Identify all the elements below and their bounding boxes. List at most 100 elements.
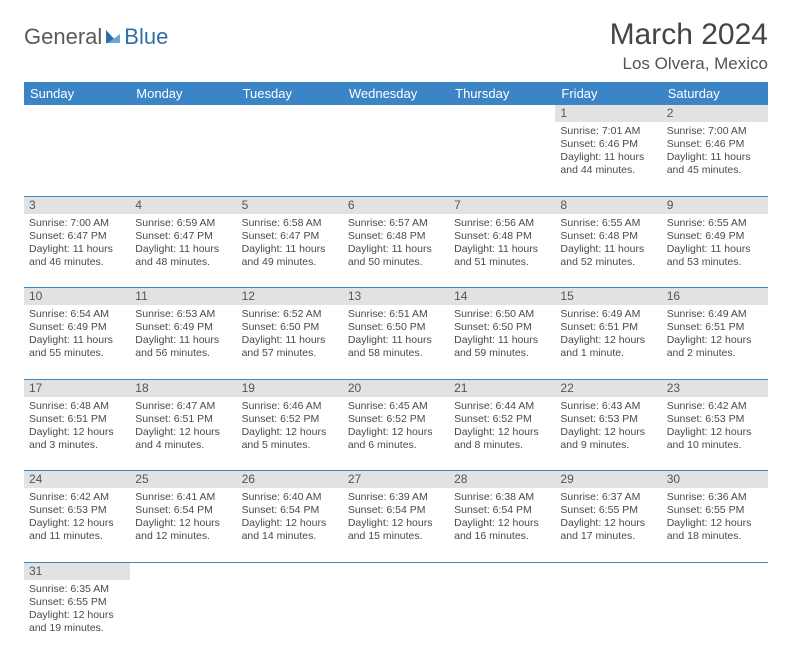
sunrise-line: Sunrise: 6:45 AM: [348, 400, 444, 413]
daylight-line: Daylight: 12 hours and 10 minutes.: [667, 426, 763, 452]
day-detail-row: Sunrise: 7:00 AMSunset: 6:47 PMDaylight:…: [24, 214, 768, 288]
sunset-line: Sunset: 6:55 PM: [29, 596, 125, 609]
sunset-line: Sunset: 6:47 PM: [29, 230, 125, 243]
weekday-header: Tuesday: [237, 82, 343, 105]
day-number-cell: [237, 105, 343, 122]
sunrise-line: Sunrise: 6:46 AM: [242, 400, 338, 413]
daylight-line: Daylight: 12 hours and 16 minutes.: [454, 517, 550, 543]
weekday-header: Sunday: [24, 82, 130, 105]
sunset-line: Sunset: 6:49 PM: [29, 321, 125, 334]
day-number-cell: [130, 562, 236, 580]
day-number-row: 10111213141516: [24, 288, 768, 306]
sunrise-line: Sunrise: 6:49 AM: [560, 308, 656, 321]
daylight-line: Daylight: 11 hours and 58 minutes.: [348, 334, 444, 360]
daylight-line: Daylight: 12 hours and 18 minutes.: [667, 517, 763, 543]
day-detail-cell: Sunrise: 6:42 AMSunset: 6:53 PMDaylight:…: [662, 397, 768, 471]
day-number-cell: 2: [662, 105, 768, 122]
logo-text-2: Blue: [124, 24, 168, 50]
daylight-line: Daylight: 11 hours and 48 minutes.: [135, 243, 231, 269]
day-detail-cell: Sunrise: 6:45 AMSunset: 6:52 PMDaylight:…: [343, 397, 449, 471]
sunrise-line: Sunrise: 6:39 AM: [348, 491, 444, 504]
day-number-cell: 21: [449, 379, 555, 397]
sunrise-line: Sunrise: 6:55 AM: [560, 217, 656, 230]
sunrise-line: Sunrise: 6:50 AM: [454, 308, 550, 321]
day-number-cell: 27: [343, 471, 449, 489]
day-detail-cell: Sunrise: 6:58 AMSunset: 6:47 PMDaylight:…: [237, 214, 343, 288]
sunset-line: Sunset: 6:51 PM: [135, 413, 231, 426]
sunrise-line: Sunrise: 6:38 AM: [454, 491, 550, 504]
daylight-line: Daylight: 12 hours and 4 minutes.: [135, 426, 231, 452]
daylight-line: Daylight: 12 hours and 5 minutes.: [242, 426, 338, 452]
daylight-line: Daylight: 11 hours and 46 minutes.: [29, 243, 125, 269]
day-detail-cell: Sunrise: 6:47 AMSunset: 6:51 PMDaylight:…: [130, 397, 236, 471]
day-number-cell: 20: [343, 379, 449, 397]
weekday-header: Thursday: [449, 82, 555, 105]
sunset-line: Sunset: 6:50 PM: [242, 321, 338, 334]
day-detail-cell: [555, 580, 661, 654]
day-number-cell: 14: [449, 288, 555, 306]
day-detail-cell: Sunrise: 6:49 AMSunset: 6:51 PMDaylight:…: [555, 305, 661, 379]
sunset-line: Sunset: 6:47 PM: [135, 230, 231, 243]
day-detail-cell: [130, 580, 236, 654]
day-detail-cell: [662, 580, 768, 654]
day-number-row: 12: [24, 105, 768, 122]
day-number-cell: [662, 562, 768, 580]
day-detail-cell: Sunrise: 6:38 AMSunset: 6:54 PMDaylight:…: [449, 488, 555, 562]
sunset-line: Sunset: 6:48 PM: [454, 230, 550, 243]
day-number-cell: 28: [449, 471, 555, 489]
day-number-cell: 5: [237, 196, 343, 214]
daylight-line: Daylight: 11 hours and 45 minutes.: [667, 151, 763, 177]
day-detail-cell: [237, 580, 343, 654]
day-number-cell: 26: [237, 471, 343, 489]
sunset-line: Sunset: 6:52 PM: [242, 413, 338, 426]
sunset-line: Sunset: 6:54 PM: [454, 504, 550, 517]
daylight-line: Daylight: 11 hours and 51 minutes.: [454, 243, 550, 269]
day-detail-cell: [130, 122, 236, 196]
sunset-line: Sunset: 6:55 PM: [667, 504, 763, 517]
daylight-line: Daylight: 11 hours and 56 minutes.: [135, 334, 231, 360]
daylight-line: Daylight: 12 hours and 6 minutes.: [348, 426, 444, 452]
sunset-line: Sunset: 6:54 PM: [348, 504, 444, 517]
day-detail-cell: Sunrise: 6:46 AMSunset: 6:52 PMDaylight:…: [237, 397, 343, 471]
sunset-line: Sunset: 6:53 PM: [560, 413, 656, 426]
daylight-line: Daylight: 12 hours and 14 minutes.: [242, 517, 338, 543]
day-number-cell: 7: [449, 196, 555, 214]
day-number-cell: 18: [130, 379, 236, 397]
day-detail-cell: [449, 122, 555, 196]
sunrise-line: Sunrise: 6:57 AM: [348, 217, 444, 230]
day-detail-cell: Sunrise: 6:55 AMSunset: 6:48 PMDaylight:…: [555, 214, 661, 288]
day-number-cell: 13: [343, 288, 449, 306]
daylight-line: Daylight: 12 hours and 19 minutes.: [29, 609, 125, 635]
day-number-cell: 16: [662, 288, 768, 306]
month-title: March 2024: [610, 18, 768, 52]
sunset-line: Sunset: 6:52 PM: [348, 413, 444, 426]
sunset-line: Sunset: 6:51 PM: [560, 321, 656, 334]
sunset-line: Sunset: 6:54 PM: [135, 504, 231, 517]
day-number-row: 24252627282930: [24, 471, 768, 489]
daylight-line: Daylight: 11 hours and 50 minutes.: [348, 243, 444, 269]
day-number-cell: 11: [130, 288, 236, 306]
day-number-cell: 9: [662, 196, 768, 214]
day-detail-cell: Sunrise: 7:00 AMSunset: 6:46 PMDaylight:…: [662, 122, 768, 196]
sunset-line: Sunset: 6:49 PM: [135, 321, 231, 334]
day-number-cell: [343, 562, 449, 580]
sunset-line: Sunset: 6:48 PM: [348, 230, 444, 243]
daylight-line: Daylight: 11 hours and 55 minutes.: [29, 334, 125, 360]
weekday-header: Wednesday: [343, 82, 449, 105]
sunset-line: Sunset: 6:49 PM: [667, 230, 763, 243]
weekday-header: Monday: [130, 82, 236, 105]
day-number-cell: 19: [237, 379, 343, 397]
sunset-line: Sunset: 6:46 PM: [560, 138, 656, 151]
sunrise-line: Sunrise: 6:40 AM: [242, 491, 338, 504]
day-detail-cell: [24, 122, 130, 196]
day-number-cell: 6: [343, 196, 449, 214]
day-detail-cell: [237, 122, 343, 196]
day-detail-row: Sunrise: 6:42 AMSunset: 6:53 PMDaylight:…: [24, 488, 768, 562]
daylight-line: Daylight: 12 hours and 12 minutes.: [135, 517, 231, 543]
sunrise-line: Sunrise: 6:56 AM: [454, 217, 550, 230]
daylight-line: Daylight: 11 hours and 59 minutes.: [454, 334, 550, 360]
daylight-line: Daylight: 12 hours and 15 minutes.: [348, 517, 444, 543]
day-detail-cell: Sunrise: 7:01 AMSunset: 6:46 PMDaylight:…: [555, 122, 661, 196]
sunrise-line: Sunrise: 6:49 AM: [667, 308, 763, 321]
day-detail-cell: Sunrise: 6:55 AMSunset: 6:49 PMDaylight:…: [662, 214, 768, 288]
